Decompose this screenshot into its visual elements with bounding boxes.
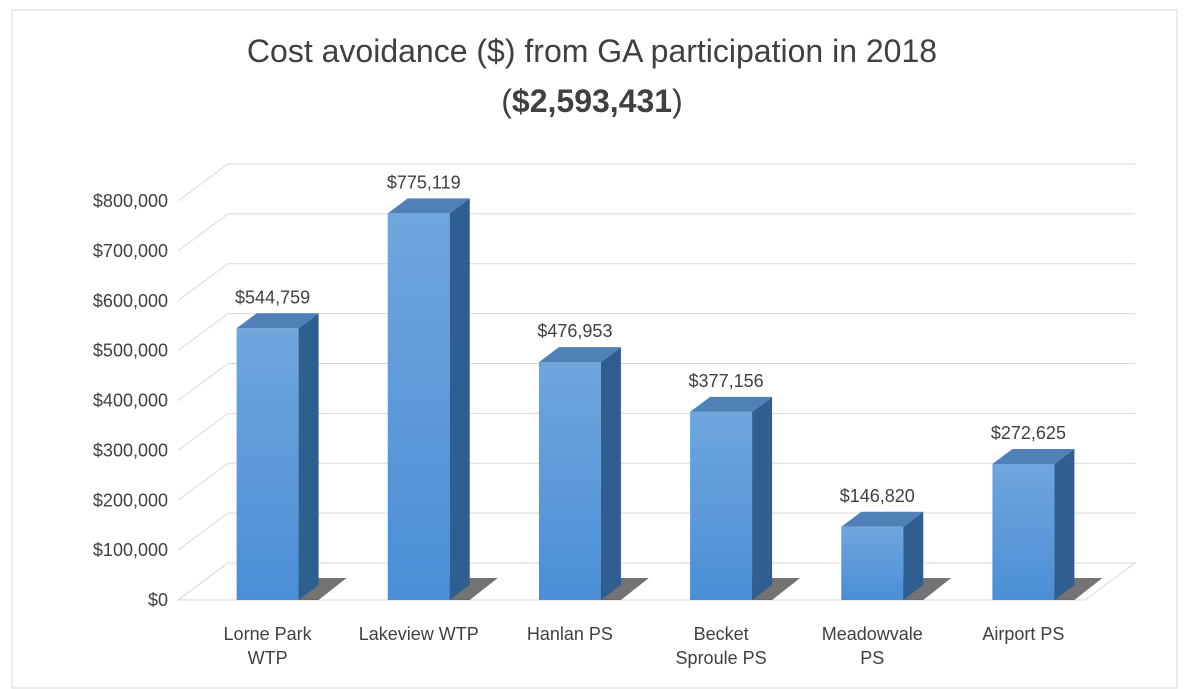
y-tick-label: $0 xyxy=(148,590,168,610)
data-label: $146,820 xyxy=(840,486,915,506)
y-tick-label: $400,000 xyxy=(93,391,168,411)
y-tick-label: $600,000 xyxy=(93,291,168,311)
subtitle-part: ( xyxy=(501,83,512,119)
chart-subtitle: ($2,593,431) xyxy=(501,83,682,119)
chart-border xyxy=(11,9,1178,689)
x-tick-label: Meadowvale PS xyxy=(821,624,923,668)
bar xyxy=(690,411,753,600)
grid-line xyxy=(177,263,1135,302)
bar xyxy=(992,464,1055,600)
x-tick-label: Airport PS xyxy=(982,624,1065,644)
y-tick-label: $700,000 xyxy=(93,241,168,261)
grid-line xyxy=(177,462,1135,501)
bar-side xyxy=(1054,449,1075,600)
bar-side xyxy=(449,198,470,600)
bar-top xyxy=(387,198,470,214)
bar-top xyxy=(841,511,924,527)
bar xyxy=(538,362,601,600)
grid-line xyxy=(177,163,1135,202)
y-tick-label: $100,000 xyxy=(93,540,168,560)
grid-line xyxy=(177,412,1135,451)
y-tick-label: $500,000 xyxy=(93,341,168,361)
data-label: $775,119 xyxy=(387,172,461,192)
data-label: $272,625 xyxy=(991,423,1066,443)
data-label: $476,953 xyxy=(537,321,612,341)
grid-line xyxy=(177,562,1135,601)
bar-top xyxy=(236,313,319,329)
bar-side xyxy=(752,396,773,600)
grid-line xyxy=(177,512,1135,551)
data-label: $544,759 xyxy=(235,287,310,307)
y-tick-label: $200,000 xyxy=(93,490,168,510)
bar-top xyxy=(992,449,1075,465)
x-tick-label: Lakeview WTP xyxy=(358,624,479,644)
x-tick-label: Hanlan PS xyxy=(526,624,613,644)
grid-line xyxy=(177,213,1135,252)
bar-side xyxy=(600,347,621,600)
y-tick-label: $300,000 xyxy=(93,440,168,460)
chart-title: Cost avoidance ($) from GA participation… xyxy=(247,33,937,69)
bar-top xyxy=(538,347,621,363)
bar xyxy=(236,328,299,600)
bar xyxy=(387,213,450,600)
grid-line xyxy=(177,363,1135,401)
x-tick-label: Becket Sproule PS xyxy=(675,624,767,668)
bar-side xyxy=(903,511,924,600)
subtitle-part: $2,593,431 xyxy=(512,83,672,119)
subtitle-part: ) xyxy=(672,83,683,119)
y-tick-label: $800,000 xyxy=(93,191,168,211)
grid-line xyxy=(177,313,1135,352)
x-tick-label: Lorne Park WTP xyxy=(223,624,312,668)
bar xyxy=(841,526,904,600)
data-label: $377,156 xyxy=(689,371,764,391)
bar-top xyxy=(690,396,773,412)
bar-side xyxy=(298,313,319,600)
